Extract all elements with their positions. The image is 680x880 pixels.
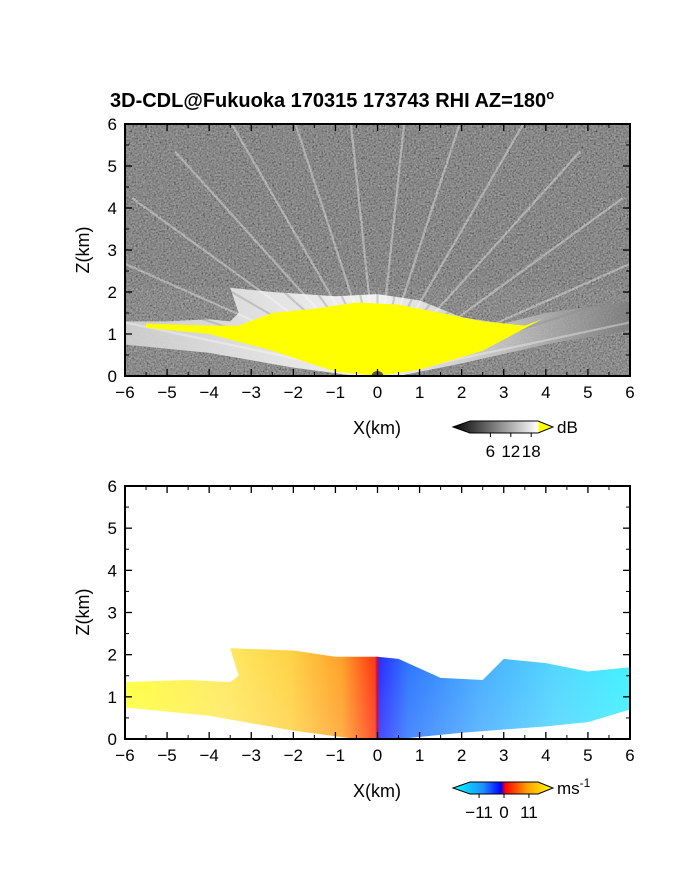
y-tick-label: 0	[108, 730, 117, 749]
x-tick-label: −6	[115, 383, 134, 402]
colorbar-tick-label: 11	[520, 803, 538, 822]
snr-colorbar-unit: dB	[557, 418, 578, 437]
x-tick-label: 2	[457, 746, 466, 765]
x-tick-label: −4	[199, 746, 218, 765]
y-tick-label: 0	[108, 367, 117, 386]
velocity-echo-layer	[125, 648, 630, 739]
degree-symbol: o	[546, 87, 554, 102]
x-tick-label: −5	[157, 383, 176, 402]
x-tick-label: 5	[583, 746, 592, 765]
snr-axes: −6 −5 −4 −3 −2 −1 0 1 2 3 4 5 6 0 1 2 3 4 5 6	[108, 115, 635, 402]
x-tick-label: −4	[199, 383, 218, 402]
high-snr-region	[146, 302, 542, 376]
snr-colorbar-bar	[451, 420, 555, 434]
x-tick-label: −6	[115, 746, 134, 765]
y-tick-label: 5	[108, 519, 117, 538]
y-tick-label: 6	[108, 115, 117, 134]
x-tick-label: 6	[625, 746, 634, 765]
snr-echo-layer	[125, 124, 630, 376]
x-tick-label: −3	[242, 383, 261, 402]
x-tick-label: 1	[415, 383, 424, 402]
snr-colorbar-ticks: 6 12 18	[486, 433, 541, 461]
velocity-ylabel: Z(km)	[73, 589, 93, 636]
snr-xlabel: X(km)	[353, 418, 401, 438]
snr-colorbar: 6 12 18 dB	[451, 418, 578, 461]
x-tick-label: 0	[373, 746, 382, 765]
velocity-colorbar-ticks: −11 0 11	[465, 794, 538, 822]
x-tick-label: −2	[284, 383, 303, 402]
x-tick-label: −1	[326, 746, 345, 765]
x-tick-label: 4	[541, 746, 550, 765]
x-tick-label: 1	[415, 746, 424, 765]
y-tick-label: 2	[108, 283, 117, 302]
x-tick-label: 3	[499, 746, 508, 765]
y-tick-label: 4	[108, 561, 117, 580]
y-tick-label: 1	[108, 325, 117, 344]
velocity-panel: −6 −5 −4 −3 −2 −1 0 1 2 3 4 5 6 0 1 2 3 4 5 6 X(km) Z(km) −…	[73, 477, 635, 822]
x-tick-label: 4	[541, 383, 550, 402]
y-tick-label: 1	[108, 688, 117, 707]
x-tick-label: −3	[242, 746, 261, 765]
x-tick-label: 2	[457, 383, 466, 402]
y-tick-label: 6	[108, 477, 117, 496]
y-tick-label: 3	[108, 241, 117, 260]
velocity-xlabel: X(km)	[353, 781, 401, 801]
y-tick-label: 2	[108, 646, 117, 665]
x-tick-label: 3	[499, 383, 508, 402]
x-tick-label: −5	[157, 746, 176, 765]
velocity-colorbar-bar	[451, 781, 555, 795]
colorbar-tick-label: −11	[465, 803, 493, 822]
colorbar-tick-label: 18	[522, 442, 541, 461]
x-tick-label: 0	[373, 383, 382, 402]
colorbar-tick-label: 0	[499, 803, 508, 822]
velocity-colorbar-unit: ms-1	[557, 776, 591, 798]
colorbar-tick-label: 6	[486, 442, 495, 461]
snr-ylabel: Z(km)	[73, 227, 93, 274]
y-tick-label: 3	[108, 604, 117, 623]
y-tick-label: 4	[108, 199, 117, 218]
x-tick-label: 6	[625, 383, 634, 402]
velocity-axes: −6 −5 −4 −3 −2 −1 0 1 2 3 4 5 6 0 1 2 3 4 5 6	[108, 477, 635, 765]
x-tick-label: 5	[583, 383, 592, 402]
colorbar-tick-label: 12	[501, 442, 520, 461]
chart-title: 3D-CDL@Fukuoka 170315 173743 RHI AZ=180o	[110, 87, 554, 112]
x-tick-label: −2	[284, 746, 303, 765]
x-tick-label: −1	[326, 383, 345, 402]
y-tick-label: 5	[108, 157, 117, 176]
velocity-colorbar: −11 0 11 ms-1	[451, 776, 591, 822]
